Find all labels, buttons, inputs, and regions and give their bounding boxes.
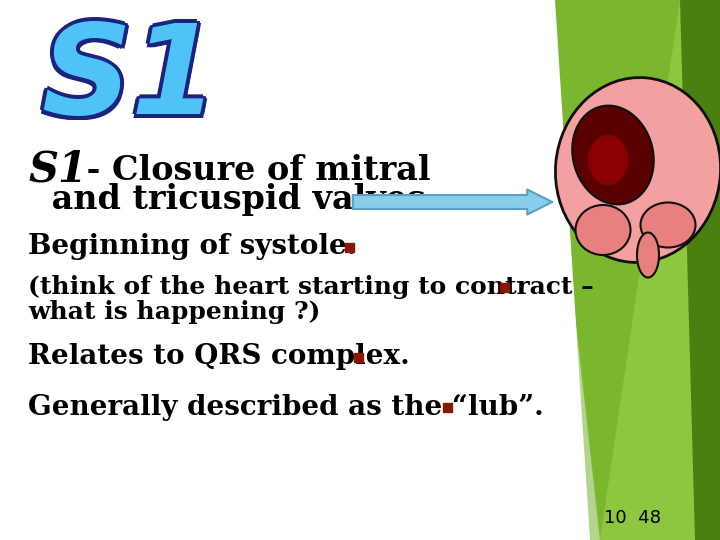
Text: and tricuspid valves: and tricuspid valves <box>40 184 426 217</box>
Text: S1: S1 <box>42 24 218 145</box>
Bar <box>500 282 509 292</box>
Text: 10  48: 10 48 <box>605 509 662 527</box>
Text: S1: S1 <box>40 22 217 143</box>
Polygon shape <box>0 440 170 540</box>
Text: Generally described as the “lub”.: Generally described as the “lub”. <box>28 394 544 421</box>
Text: S1: S1 <box>38 19 215 140</box>
Text: what is happening ?): what is happening ?) <box>28 300 320 324</box>
Text: S1: S1 <box>45 19 222 140</box>
Text: S1: S1 <box>45 19 222 140</box>
Text: S1: S1 <box>42 17 218 138</box>
Text: S1: S1 <box>43 17 220 138</box>
Text: S1: S1 <box>28 149 87 191</box>
Text: S1: S1 <box>38 23 215 144</box>
Text: Beginning of systole.: Beginning of systole. <box>28 233 356 260</box>
Polygon shape <box>480 0 680 540</box>
Text: S1: S1 <box>45 23 222 144</box>
Ellipse shape <box>637 233 659 278</box>
Text: (think of the heart starting to contract –: (think of the heart starting to contract… <box>28 275 594 299</box>
Text: S1: S1 <box>37 19 215 140</box>
Ellipse shape <box>641 202 696 247</box>
Text: S1: S1 <box>45 17 222 138</box>
FancyArrowPatch shape <box>353 190 552 214</box>
Ellipse shape <box>555 78 720 262</box>
Text: S1: S1 <box>38 17 215 138</box>
Text: - Closure of mitral: - Closure of mitral <box>75 153 431 186</box>
Polygon shape <box>680 0 720 540</box>
Text: S1: S1 <box>42 16 218 137</box>
Polygon shape <box>0 0 590 540</box>
Bar <box>354 353 363 361</box>
Text: S1: S1 <box>42 19 218 140</box>
Bar <box>345 242 354 252</box>
Ellipse shape <box>588 135 628 185</box>
Ellipse shape <box>575 205 631 255</box>
Text: S1: S1 <box>40 17 217 138</box>
Ellipse shape <box>572 106 654 205</box>
Text: S1: S1 <box>42 23 218 144</box>
Text: S1: S1 <box>43 22 220 143</box>
Polygon shape <box>540 0 720 540</box>
Bar <box>443 402 452 411</box>
Text: Relates to QRS complex.: Relates to QRS complex. <box>28 343 410 370</box>
